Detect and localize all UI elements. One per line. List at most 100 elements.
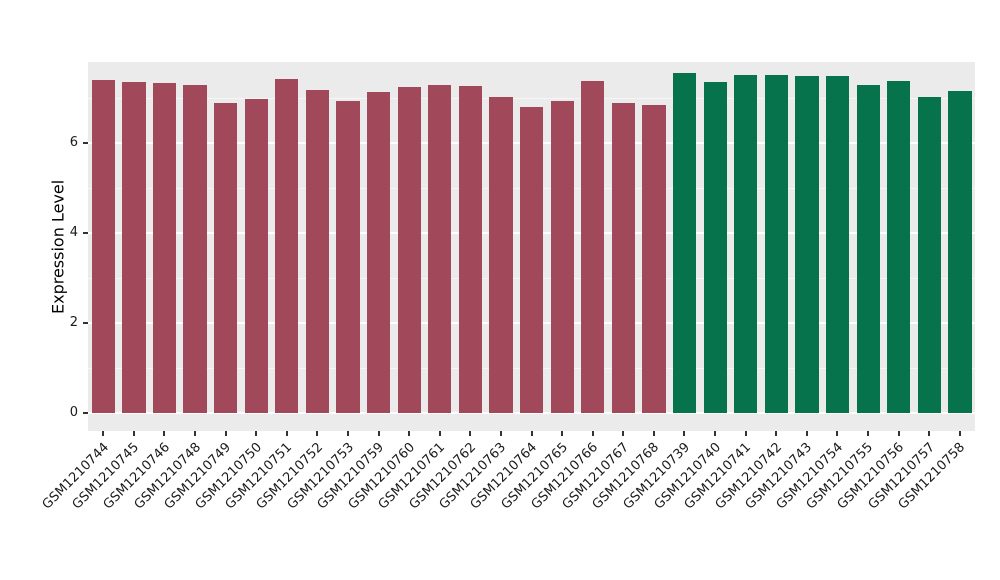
bar-slot [333,62,364,413]
x-tick-mark [194,431,197,436]
bar-slot [822,62,853,413]
bar-slot [363,62,394,413]
y-tick-label: 2 [69,315,78,330]
y-tick-mark [83,412,88,414]
bar-slot [761,62,792,413]
bar-GSM1210762 [458,85,483,413]
x-tick-mark [928,431,931,436]
bar-GSM1210740 [703,82,727,413]
bar-slot [792,62,823,413]
bar-GSM1210759 [367,92,391,413]
plot-panel [88,62,975,431]
x-tick-mark [438,431,441,436]
bar-GSM1210746 [152,83,177,413]
bar-GSM1210756 [887,80,911,413]
x-tick-mark [805,431,808,436]
bar-slot [180,62,211,413]
bar-GSM1210750 [244,98,268,413]
bar-GSM1210761 [428,85,452,413]
y-tick-label: 0 [69,405,78,420]
x-tick-mark [591,431,594,436]
bar-GSM1210760 [397,86,421,413]
bar-slot [149,62,180,413]
x-tick-mark [744,431,747,436]
x-tick-mark [469,431,472,436]
y-tick-mark [83,142,88,144]
bar-slot [394,62,425,413]
bar-GSM1210753 [336,101,360,413]
x-tick-mark [836,431,839,436]
bars [88,62,975,413]
gridline-major [88,412,975,414]
bar-slot [425,62,456,413]
bar-slot [210,62,241,413]
bar-slot [730,62,761,413]
bar-GSM1210765 [550,101,574,413]
bar-slot [853,62,884,413]
bar-GSM1210751 [275,79,299,413]
bar-GSM1210757 [917,97,941,413]
bar-GSM1210742 [764,74,788,413]
y-tick-mark [83,232,88,234]
bar-GSM1210755 [856,84,880,413]
bar-slot [608,62,639,413]
bar-GSM1210767 [611,103,636,413]
x-tick-mark [499,431,502,436]
bar-GSM1210764 [519,107,544,413]
bar-GSM1210739 [672,73,697,413]
x-tick-mark [866,431,869,436]
bar-slot [119,62,150,413]
x-tick-mark [255,431,258,436]
x-tick-mark [561,431,564,436]
bar-GSM1210768 [642,104,666,413]
x-tick-mark [346,431,349,436]
x-tick-mark [316,431,319,436]
bar-slot [272,62,303,413]
x-tick-mark [163,431,166,436]
bar-GSM1210741 [734,74,758,413]
x-tick-mark [652,431,655,436]
bar-slot [700,62,731,413]
bar-slot [88,62,119,413]
bar-GSM1210766 [581,80,605,413]
x-tick-mark [377,431,380,436]
bar-slot [547,62,578,413]
bar-GSM1210748 [183,84,207,413]
bar-GSM1210744 [91,80,115,413]
bar-GSM1210745 [122,82,146,413]
bar-slot [578,62,609,413]
x-tick-mark [714,431,717,436]
x-tick-mark [132,431,135,436]
x-tick-mark [958,431,961,436]
bar-slot [639,62,670,413]
x-tick-mark [530,431,533,436]
x-tick-mark [408,431,411,436]
bar-GSM1210743 [795,76,819,413]
bar-slot [914,62,945,413]
y-axis-title: Expression Level [48,179,68,314]
y-tick-mark [83,322,88,324]
bar-slot [302,62,333,413]
gridline-minor [88,98,975,99]
bar-slot [486,62,517,413]
bar-GSM1210763 [489,97,513,413]
x-tick-mark [683,431,686,436]
x-tick-mark [897,431,900,436]
x-tick-mark [285,431,288,436]
x-tick-mark [775,431,778,436]
bar-slot [945,62,976,413]
bar-slot [669,62,700,413]
y-tick-label: 6 [69,135,78,150]
y-tick-label: 4 [69,225,78,240]
bar-slot [241,62,272,413]
bar-slot [516,62,547,413]
bar-GSM1210749 [214,103,238,413]
x-tick-mark [622,431,625,436]
x-tick-mark [102,431,105,436]
bar-slot [455,62,486,413]
bar-GSM1210758 [948,91,972,413]
bar-GSM1210754 [825,75,850,413]
x-tick-mark [224,431,227,436]
bar-slot [883,62,914,413]
